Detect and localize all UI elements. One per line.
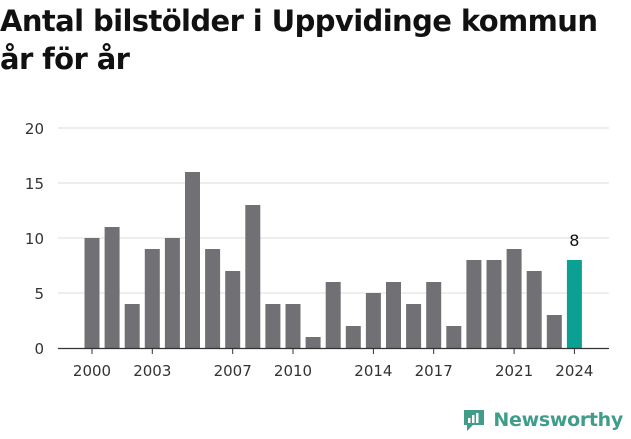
bars [84, 172, 582, 348]
bar-2007 [225, 271, 241, 348]
bar-2017 [426, 282, 442, 348]
data-label-2024: 8 [569, 231, 579, 250]
x-tick-label-2010: 2010 [274, 362, 312, 380]
annotations: 8 [569, 231, 579, 250]
y-tick-label-5: 5 [34, 285, 44, 303]
bar-2016 [406, 304, 422, 348]
bar-2023 [546, 315, 562, 348]
newsworthy-logo-icon [464, 410, 485, 431]
bar-2000 [84, 238, 100, 348]
y-tick-label-10: 10 [25, 230, 44, 248]
bar-2006 [205, 249, 221, 348]
bar-2020 [486, 260, 502, 348]
bar-2019 [466, 260, 482, 348]
bar-2018 [446, 326, 462, 348]
bar-2010 [285, 304, 301, 348]
x-tick-label-2024: 2024 [555, 362, 593, 380]
grid-lines [58, 127, 609, 294]
bar-2014 [365, 293, 381, 348]
x-tick-label-2003: 2003 [133, 362, 171, 380]
bar-2001 [104, 227, 120, 348]
chart-title: Antal bilstölder i Uppvidinge kommun år … [0, 4, 598, 76]
bar-2005 [185, 172, 200, 348]
bar-2022 [526, 271, 542, 348]
y-tick-label-20: 20 [25, 120, 44, 138]
bar-2011 [305, 337, 321, 348]
x-axis: 2000 2003 2007 2010 2014 2017 2021 2024 [58, 347, 609, 380]
bar-2024 [566, 260, 582, 348]
x-tick-label-2007: 2007 [214, 362, 252, 380]
y-tick-label-15: 15 [25, 175, 44, 193]
brand-name: Newsworthy [493, 409, 623, 431]
y-axis-ticks: 0 5 10 15 20 [25, 120, 44, 358]
bar-2009 [265, 304, 281, 348]
bar-2015 [386, 282, 401, 348]
bar-2003 [144, 249, 160, 348]
bar-2004 [164, 238, 180, 348]
bar-2008 [245, 205, 261, 348]
bar-2002 [124, 304, 140, 348]
y-tick-label-0: 0 [34, 340, 44, 358]
x-tick-label-2000: 2000 [73, 362, 111, 380]
x-tick-label-2021: 2021 [495, 362, 533, 380]
x-tick-label-2014: 2014 [354, 362, 392, 380]
bar-2013 [345, 326, 361, 348]
bar-2012 [325, 282, 341, 348]
x-tick-label-2017: 2017 [415, 362, 453, 380]
bar-2021 [506, 249, 522, 348]
newsworthy-brand: Newsworthy [461, 407, 623, 433]
